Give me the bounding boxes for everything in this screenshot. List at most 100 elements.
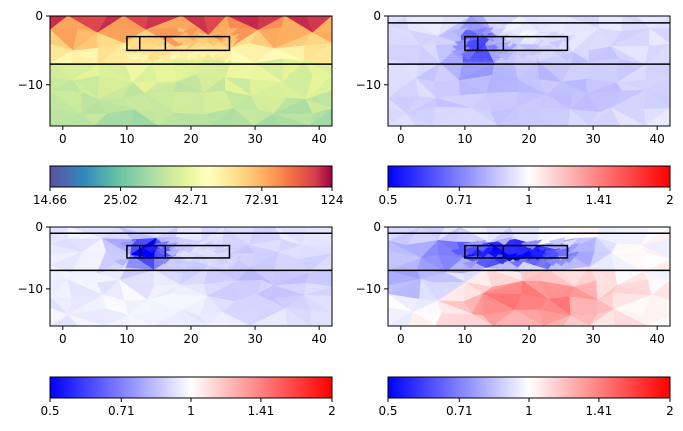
y-tick-label: −10 (18, 78, 43, 92)
mesh-cell (222, 311, 251, 326)
x-tick-label: 30 (247, 332, 262, 346)
mesh-cell (496, 236, 513, 246)
mesh-cell (409, 311, 436, 326)
mesh-cell (179, 310, 208, 326)
mesh-cell (451, 42, 469, 53)
mesh-cell (450, 247, 468, 256)
mesh-cell (125, 36, 143, 46)
mesh-cell (467, 42, 484, 52)
x-tick-label: 30 (247, 132, 262, 146)
colorbar: 0.5 0.71 1 1.41 2 (378, 165, 674, 207)
x-tick-label: 20 (521, 332, 536, 346)
x-tick-label: 10 (119, 332, 134, 346)
mesh-cell (554, 247, 571, 257)
colorbar-tick-label: 14.66 (33, 193, 67, 207)
mesh-cell (486, 249, 504, 258)
mesh-cell (158, 52, 175, 63)
colorbar-bar (387, 165, 671, 188)
colorbar-tick-label: 0.5 (378, 404, 397, 418)
colorbar-tick-label: 0.71 (108, 404, 135, 418)
y-tick-label: 0 (35, 9, 43, 23)
mesh-cell (180, 260, 198, 270)
mesh-cell (462, 240, 480, 250)
panel-3: 0 10 20 30 40 0 −10 0.5 0.71 1 1.41 2 (18, 220, 336, 418)
mesh-cell (568, 108, 590, 126)
colorbar-tick-label: 42.71 (174, 193, 208, 207)
colorbar: 0.5 0.71 1 1.41 2 (40, 376, 336, 418)
mesh-cell (135, 52, 152, 63)
colorbar-tick-label: 0.71 (446, 404, 473, 418)
mesh-cell (196, 35, 213, 46)
mesh-cell (285, 307, 311, 326)
mesh-cell (173, 112, 211, 126)
mesh-cell (525, 52, 543, 63)
mesh-cell (558, 51, 576, 62)
x-tick-label: 20 (183, 132, 198, 146)
colorbar: 14.66 25.02 42.71 72.91 124 (33, 165, 343, 207)
colorbar-tick-label: 1 (525, 193, 533, 207)
mesh-cell (309, 108, 332, 126)
mesh-cell (186, 50, 203, 60)
y-tick-label: −10 (18, 282, 43, 296)
mesh-cell (462, 259, 480, 269)
colorbar-tick-label: 1 (525, 404, 533, 418)
mesh-cell (215, 251, 232, 260)
mesh-cell (544, 257, 562, 267)
mesh-cell (530, 249, 547, 259)
colorbar-bar (49, 376, 333, 399)
mesh-cell (542, 30, 560, 41)
mesh-cell (610, 107, 646, 126)
colorbar-tick-label: 1.41 (248, 404, 275, 418)
y-tick-label: −10 (356, 78, 381, 92)
mesh-cell (132, 109, 159, 126)
mesh-cell (560, 238, 578, 248)
y-tick-label: 0 (373, 9, 381, 23)
x-tick-label: 40 (650, 132, 665, 146)
mesh-cell (516, 106, 546, 126)
mesh-cell (406, 113, 433, 126)
colorbar-tick-label: 2 (666, 193, 674, 207)
mesh (388, 16, 670, 126)
colorbar: 0.5 0.71 1 1.41 2 (378, 376, 674, 418)
mesh-cell (560, 254, 578, 264)
mesh-cell (114, 257, 131, 267)
mesh-cell (509, 36, 527, 46)
mesh-cell (460, 50, 477, 61)
colorbar-tick-label: 2 (328, 404, 336, 418)
x-tick-label: 10 (119, 132, 134, 146)
mesh-cell (67, 314, 106, 326)
colorbar-bar (49, 165, 333, 188)
structure-box (464, 244, 569, 259)
x-tick-label: 0 (59, 332, 67, 346)
colorbar-tick-label: 0.71 (446, 193, 473, 207)
structure-box (464, 35, 569, 52)
x-tick-label: 20 (183, 332, 198, 346)
mesh-cell (154, 246, 172, 256)
x-tick-label: 40 (312, 332, 327, 346)
colorbar-tick-label: 72.91 (245, 193, 279, 207)
x-tick-label: 10 (457, 332, 472, 346)
mesh-cell (128, 314, 153, 326)
mesh-cell (120, 239, 137, 249)
mesh-cell (644, 108, 670, 126)
mesh-cell (175, 42, 192, 53)
mesh-cell (489, 27, 507, 37)
mesh-cell (183, 26, 200, 37)
mesh-cell (164, 248, 182, 258)
mesh-cell (613, 308, 647, 326)
x-tick-label: 0 (397, 132, 405, 146)
mesh-cell (223, 33, 240, 44)
panel-2: 0 10 20 30 40 0 −10 0.5 0.71 1 1.41 2 (356, 9, 674, 207)
colorbar-tick-label: 1.41 (586, 193, 613, 207)
colorbar-tick-label: 2 (666, 404, 674, 418)
mesh-cell (221, 27, 239, 37)
mesh-cell (462, 313, 494, 326)
structure-box (126, 35, 231, 52)
x-tick-label: 20 (521, 132, 536, 146)
mesh-cell (514, 49, 532, 59)
mesh-cell (451, 47, 468, 57)
x-tick-label: 10 (457, 132, 472, 146)
mesh (50, 227, 332, 326)
y-tick-label: −10 (356, 282, 381, 296)
